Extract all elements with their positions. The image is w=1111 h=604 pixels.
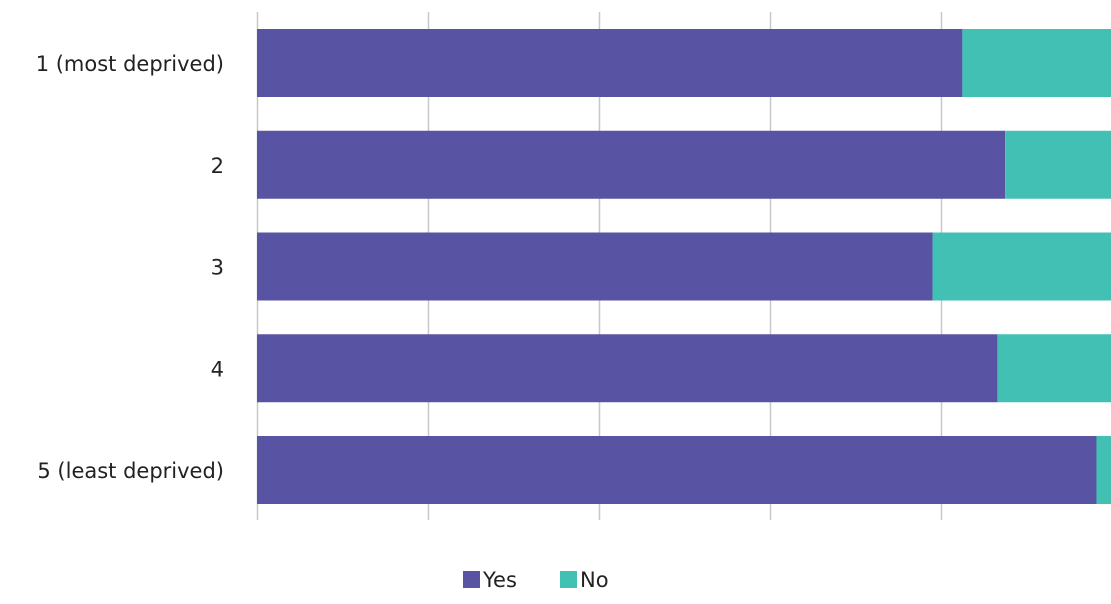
bars xyxy=(257,29,1111,504)
bar-no-5 xyxy=(1096,436,1111,504)
legend-label-yes: Yes xyxy=(482,568,517,592)
category-label-1: 1 (most deprived) xyxy=(36,52,224,76)
bar-yes-4 xyxy=(257,334,998,403)
category-labels: 1 (most deprived) 2 3 4 5 (least deprived) xyxy=(36,52,224,483)
legend: Yes No xyxy=(463,568,609,592)
bar-no-4 xyxy=(997,334,1111,403)
category-label-5: 5 (least deprived) xyxy=(37,459,224,483)
bar-no-2 xyxy=(1005,130,1111,199)
legend-swatch-no xyxy=(560,571,577,588)
legend-label-no: No xyxy=(580,568,609,592)
legend-swatch-yes xyxy=(463,571,480,588)
bar-yes-3 xyxy=(257,232,933,301)
category-label-2: 2 xyxy=(211,154,224,178)
bar-yes-5 xyxy=(257,436,1097,504)
category-label-3: 3 xyxy=(211,256,224,280)
bar-yes-1 xyxy=(257,29,963,97)
bar-yes-2 xyxy=(257,130,1006,199)
category-label-4: 4 xyxy=(211,357,224,381)
bar-no-1 xyxy=(962,29,1111,97)
bar-no-3 xyxy=(932,232,1111,301)
